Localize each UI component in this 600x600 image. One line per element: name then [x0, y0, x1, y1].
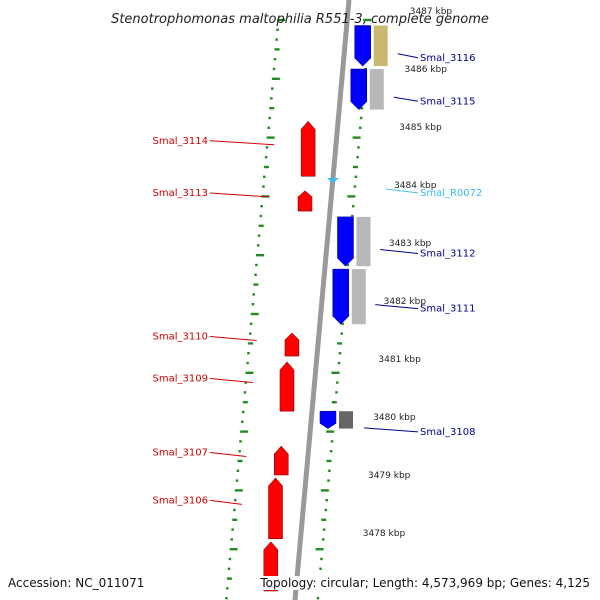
gene-label[interactable]: Smal_R0072 — [420, 188, 482, 199]
forward-gene-arrow[interactable] — [297, 190, 313, 212]
label-leader — [209, 378, 253, 384]
gene-feature[interactable] — [268, 477, 283, 540]
gene-companion-block — [356, 216, 371, 267]
kbp-tick-label: 3480 kbp — [373, 413, 416, 423]
gene-feature[interactable] — [319, 410, 353, 429]
genome-summary: Topology: circular; Length: 4,573,969 bp… — [256, 576, 590, 590]
label-leader — [209, 499, 243, 505]
gene-feature[interactable] — [284, 332, 300, 357]
reverse-gene-arrow[interactable] — [332, 268, 350, 325]
reverse-gene-arrow[interactable] — [319, 410, 337, 429]
label-leader — [375, 304, 419, 310]
gene-label[interactable]: Smal_3107 — [153, 448, 208, 459]
kbp-tick-label: 3483 kbp — [389, 239, 432, 249]
gene-feature[interactable] — [337, 216, 371, 267]
feature-labels: Smal_3116 Smal_3115 Smal_3114 Smal_3113 Smal… — [153, 53, 483, 507]
forward-gene-arrow[interactable] — [300, 120, 316, 177]
gene-feature[interactable] — [354, 25, 388, 67]
gene-label[interactable]: Smal_3110 — [153, 332, 208, 343]
kbp-tick-label: 3482 kbp — [384, 297, 427, 307]
label-leader — [209, 192, 270, 198]
feature-track — [263, 25, 388, 592]
gene-companion-block — [338, 411, 353, 429]
gene-label[interactable]: Smal_3108 — [420, 427, 475, 438]
label-leader — [393, 96, 419, 102]
gene-label[interactable]: Smal_3114 — [153, 136, 208, 147]
label-leader — [209, 140, 275, 146]
label-leader — [364, 427, 419, 433]
reverse-gene-arrow[interactable] — [337, 216, 354, 267]
gene-label[interactable]: Smal_3112 — [420, 249, 475, 260]
forward-gene-arrow[interactable] — [284, 332, 300, 357]
gene-feature[interactable] — [279, 361, 295, 412]
reverse-gene-arrow[interactable] — [354, 25, 371, 67]
gene-feature[interactable] — [350, 68, 384, 110]
kbp-tick-label: 3481 kbp — [378, 355, 421, 365]
gene-feature[interactable] — [326, 178, 339, 184]
forward-gene-arrow[interactable] — [268, 477, 283, 540]
gene-feature[interactable] — [300, 120, 316, 177]
accession-label: Accession: NC_011071 — [8, 576, 145, 590]
kbp-scale: 3487 kbp 3486 kbp 3485 kbp 3484 kbp 3483 kbp… — [363, 7, 453, 539]
gene-feature[interactable] — [297, 190, 313, 212]
forward-gene-arrow[interactable] — [279, 361, 295, 412]
kbp-tick-label: 3479 kbp — [368, 471, 411, 481]
label-leader — [380, 249, 419, 255]
gene-companion-block — [369, 69, 384, 110]
label-leader — [209, 452, 247, 457]
kbp-tick-label: 3486 kbp — [405, 65, 448, 75]
gene-label[interactable]: Smal_3116 — [420, 53, 475, 64]
label-leader — [397, 53, 419, 59]
genome-backbone — [292, 0, 352, 600]
gene-feature[interactable] — [274, 445, 289, 476]
gene-label[interactable]: Smal_3109 — [153, 374, 208, 385]
label-leader — [209, 336, 257, 341]
kbp-tick-label: 3484 kbp — [394, 181, 437, 191]
map-title: Stenotrophomonas maltophilia R551-3, com… — [111, 12, 489, 27]
kbp-tick-label: 3478 kbp — [363, 529, 406, 539]
gene-label[interactable]: Smal_3111 — [420, 304, 475, 315]
kbp-tick-label: 3485 kbp — [399, 123, 442, 133]
label-leader — [385, 188, 419, 194]
backbone-line — [292, 0, 352, 600]
gene-companion-block — [373, 25, 388, 67]
gene-feature[interactable] — [332, 268, 366, 325]
gene-label[interactable]: Smal_3106 — [153, 495, 208, 506]
gene-label[interactable]: Smal_3115 — [420, 96, 475, 107]
reverse-gene-arrow[interactable] — [350, 68, 368, 110]
rna-marker[interactable] — [326, 178, 339, 184]
forward-gene-arrow[interactable] — [274, 445, 289, 476]
gc-skew-track — [225, 18, 372, 600]
gene-label[interactable]: Smal_3113 — [153, 188, 208, 199]
kbp-tick-label: 3487 kbp — [410, 7, 453, 17]
gene-companion-block — [351, 269, 366, 325]
